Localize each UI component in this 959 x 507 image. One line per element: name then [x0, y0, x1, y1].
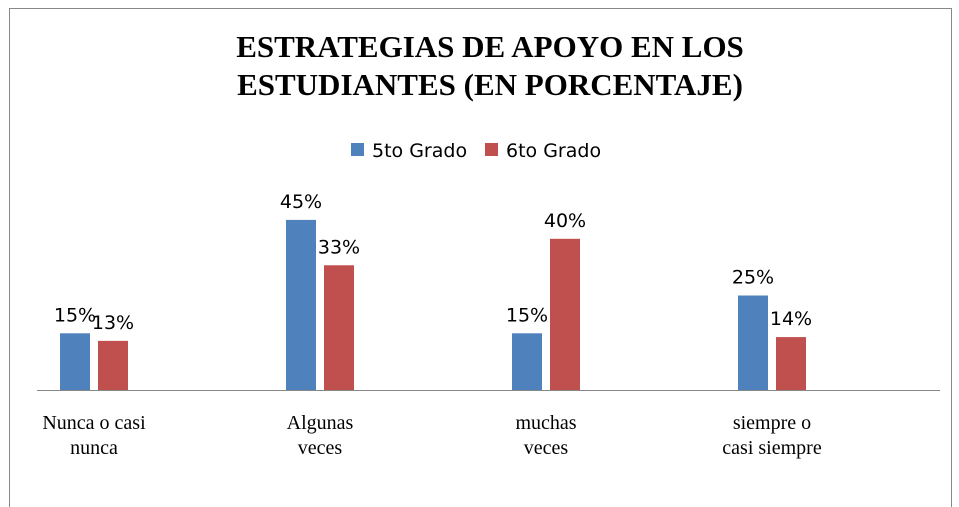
legend-label: 6to Grado [506, 140, 601, 162]
bar [98, 340, 128, 390]
bar [550, 238, 580, 390]
data-label: 13% [92, 312, 134, 334]
data-label: 15% [506, 304, 548, 326]
x-tick-label: muchas veces [515, 412, 577, 459]
data-label: 14% [770, 308, 812, 330]
data-label: 45% [280, 191, 322, 213]
legend-label: 5to Grado [372, 140, 467, 162]
bar [776, 337, 806, 390]
chart-frame [9, 8, 952, 507]
x-tick-label: Algunas veces [286, 412, 354, 459]
bar [738, 295, 768, 390]
x-tick-label: Nunca o casi nunca [42, 412, 146, 459]
bar [60, 333, 90, 390]
chart-title: ESTRATEGIAS DE APOYO EN LOS ESTUDIANTES … [236, 29, 744, 102]
legend-swatch [485, 143, 498, 156]
bar [324, 265, 354, 390]
data-label: 15% [54, 304, 96, 326]
bar [512, 333, 542, 390]
legend-swatch [351, 143, 364, 156]
x-tick-label: siempre o casi siempre [722, 412, 822, 459]
bar [286, 219, 316, 390]
data-label: 25% [732, 267, 774, 289]
data-label: 33% [318, 236, 360, 258]
data-label: 40% [544, 210, 586, 232]
